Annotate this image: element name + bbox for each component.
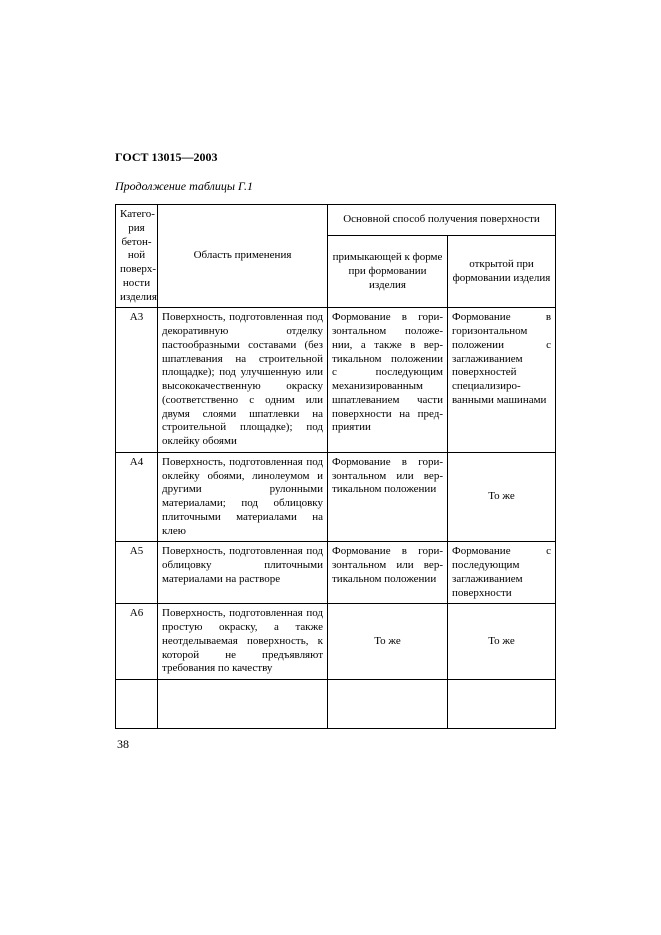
cell-method-open: Формование с последующим заглаживанием п…: [448, 542, 556, 604]
header-row-1: Катего­рия бетон­ной поверх­ности издели…: [116, 205, 556, 236]
cell-application: Поверхность, подготовлен­ная под облицов…: [158, 542, 328, 604]
table-row: А6 Поверхность, подготовлен­ная под прос…: [116, 604, 556, 680]
cell-empty: [448, 680, 556, 729]
table-row-filler: [116, 680, 556, 729]
header-application: Область применения: [158, 205, 328, 308]
cell-category: А4: [116, 452, 158, 542]
cell-method-adjacent: Формование в гори­зонтальном или вер­тик…: [328, 542, 448, 604]
main-table: Катего­рия бетон­ной поверх­ности издели…: [115, 204, 556, 729]
document-header: ГОСТ 13015—2003: [115, 150, 555, 165]
cell-application: Поверхность, подготовлен­ная под простую…: [158, 604, 328, 680]
page-number: 38: [117, 737, 555, 752]
table-row: А5 Поверхность, подготовлен­ная под обли…: [116, 542, 556, 604]
cell-method-adjacent: Формование в гори­зонтальном или вер­тик…: [328, 452, 448, 542]
cell-category: А3: [116, 308, 158, 453]
cell-application: Поверхность, подготовлен­ная под декорат…: [158, 308, 328, 453]
cell-category: А6: [116, 604, 158, 680]
cell-empty: [158, 680, 328, 729]
page-content: ГОСТ 13015—2003 Продолжение таблицы Г.1 …: [115, 150, 555, 752]
cell-method-adjacent: Формование в гори­зонтальном положе­нии,…: [328, 308, 448, 453]
header-category: Катего­рия бетон­ной поверх­ности издели…: [116, 205, 158, 308]
table-row: А3 Поверхность, подготовлен­ная под деко…: [116, 308, 556, 453]
cell-method-adjacent: То же: [328, 604, 448, 680]
header-method-adjacent: примыкающей к форме при формовании издел…: [328, 236, 448, 308]
header-method-open: открытой при формовании изделия: [448, 236, 556, 308]
cell-empty: [116, 680, 158, 729]
cell-method-open: То же: [448, 604, 556, 680]
cell-application: Поверхность, подготовлен­ная под оклейку…: [158, 452, 328, 542]
cell-category: А5: [116, 542, 158, 604]
cell-empty: [328, 680, 448, 729]
header-method-group: Основной способ получения поверхности: [328, 205, 556, 236]
cell-method-open: Формование в горизонтальном положении с …: [448, 308, 556, 453]
cell-method-open: То же: [448, 452, 556, 542]
table-row: А4 Поверхность, подготовлен­ная под окле…: [116, 452, 556, 542]
table-caption: Продолжение таблицы Г.1: [115, 179, 555, 194]
